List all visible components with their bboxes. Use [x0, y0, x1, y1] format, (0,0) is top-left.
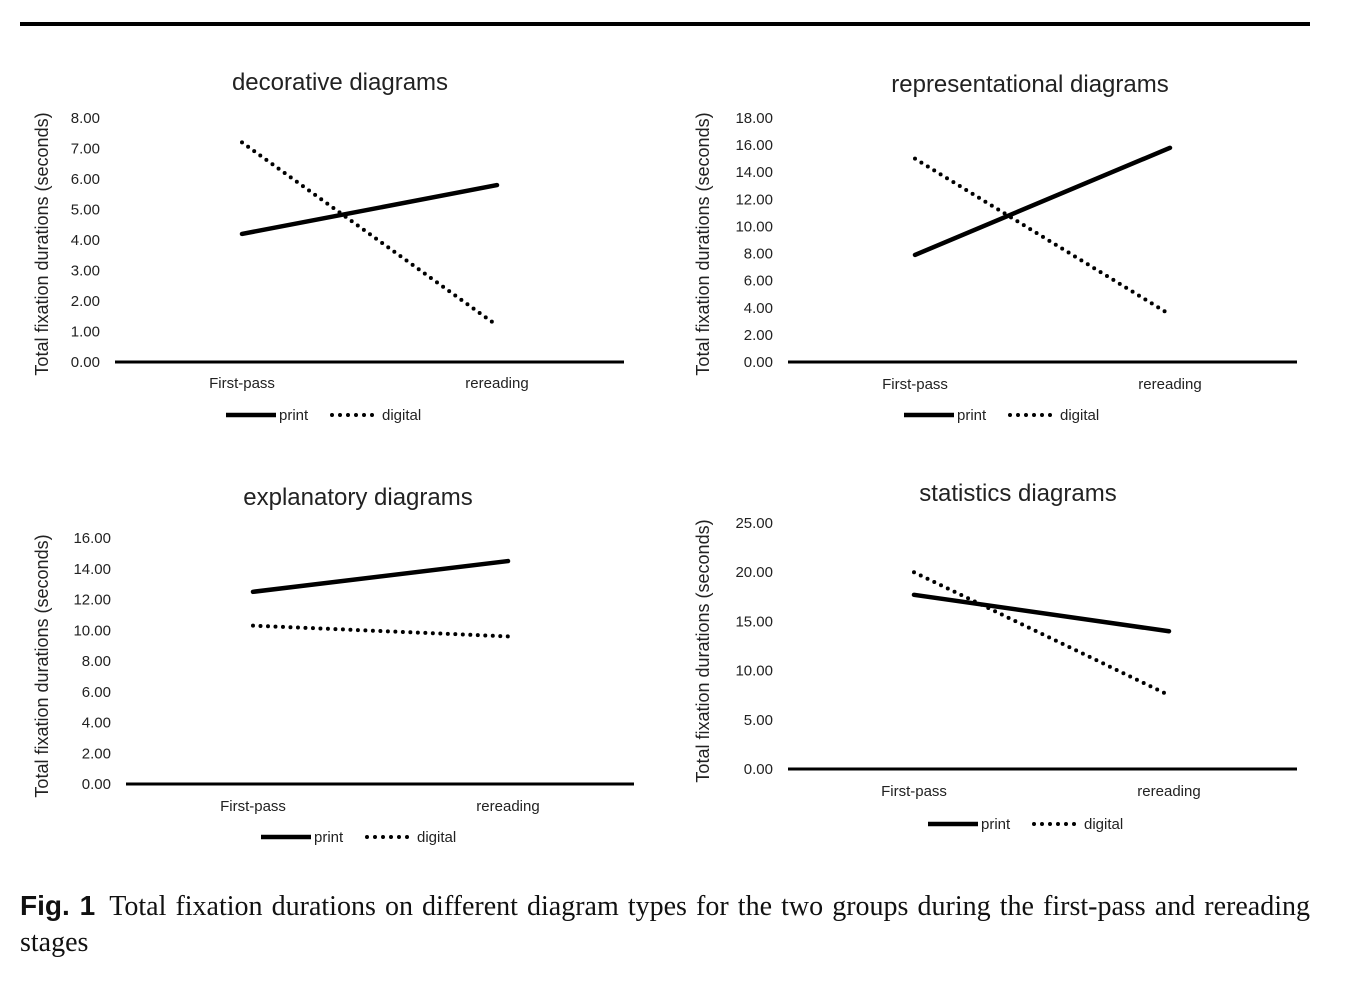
figure-caption-text: Total fixation durations on different di… [20, 891, 1310, 958]
chart-4-legend-digital-label: digital [1084, 816, 1123, 833]
chart-1-y-tick-label: 5.00 [71, 202, 100, 219]
chart-1-y-tick-label: 3.00 [71, 263, 100, 280]
chart-1-legend-print-label: print [279, 407, 309, 424]
chart-1-x-tick-label: First-pass [209, 375, 275, 392]
chart-3-legend-digital-label: digital [417, 829, 456, 846]
chart-4-x-tick-label: rereading [1137, 783, 1200, 800]
chart-2-series-print-line [912, 145, 1173, 258]
chart-3-y-tick-label: 12.00 [73, 592, 111, 609]
figure-label: Fig. 1 [20, 890, 96, 921]
chart-2-x-tick-label: rereading [1138, 376, 1201, 393]
chart-4-title: statistics diagrams [919, 480, 1116, 507]
chart-4-x-tick-label: First-pass [881, 783, 947, 800]
chart-2-y-tick-label: 8.00 [744, 246, 773, 263]
chart-2-y-tick-label: 4.00 [744, 300, 773, 317]
chart-2-legend-digital-label: digital [1060, 407, 1099, 424]
chart-1-x-tick-label: rereading [465, 375, 528, 392]
chart-3-title: explanatory diagrams [243, 484, 472, 511]
top-rule [20, 22, 1310, 26]
chart-2-y-tick-label: 0.00 [744, 354, 773, 371]
chart-1-title: decorative diagrams [232, 69, 448, 96]
chart-4-y-tick-label: 25.00 [735, 515, 773, 532]
chart-2-legend-print-label: print [957, 407, 987, 424]
chart-3-y-axis-label: Total fixation durations (seconds) [32, 534, 52, 797]
chart-4-series-print-line [911, 592, 1172, 634]
chart-3-y-tick-label: 2.00 [82, 745, 111, 762]
chart-3-y-tick-label: 4.00 [82, 715, 111, 732]
chart-3-y-tick-label: 10.00 [73, 622, 111, 639]
chart-3-y-tick-label: 6.00 [82, 684, 111, 701]
chart-4-legend-print-label: print [981, 816, 1011, 833]
figure-caption: Fig. 1 Total fixation durations on differ… [20, 888, 1310, 961]
chart-3-y-tick-label: 8.00 [82, 653, 111, 670]
chart-3-series-print-line [250, 558, 511, 595]
chart-3-y-tick-label: 0.00 [82, 776, 111, 793]
chart-1-y-tick-label: 7.00 [71, 141, 100, 158]
chart-2-y-tick-label: 12.00 [735, 191, 773, 208]
chart-2-y-tick-label: 14.00 [735, 164, 773, 181]
chart-4-y-tick-label: 20.00 [735, 564, 773, 581]
chart-4-y-tick-label: 0.00 [744, 761, 773, 778]
chart-3-y-tick-label: 14.00 [73, 561, 111, 578]
chart-2-y-tick-label: 2.00 [744, 327, 773, 344]
chart-2-y-tick-label: 18.00 [735, 110, 773, 127]
chart-1-y-axis-label: Total fixation durations (seconds) [32, 112, 52, 375]
chart-3-y-tick-label: 16.00 [73, 530, 111, 547]
chart-2-y-tick-label: 16.00 [735, 137, 773, 154]
chart-3-series-digital-line [251, 623, 510, 639]
chart-1-legend-digital-label: digital [382, 407, 421, 424]
chart-1-y-tick-label: 8.00 [71, 110, 100, 127]
chart-3-x-tick-label: First-pass [220, 798, 286, 815]
chart-4-y-tick-label: 10.00 [735, 663, 773, 680]
chart-1-y-tick-label: 6.00 [71, 171, 100, 188]
chart-3-legend-print-label: print [314, 829, 344, 846]
chart-1-y-tick-label: 0.00 [71, 354, 100, 371]
chart-3-x-tick-label: rereading [476, 798, 539, 815]
chart-2-y-tick-label: 10.00 [735, 218, 773, 235]
chart-4-series-digital-line [912, 570, 1171, 698]
chart-1-y-tick-label: 2.00 [71, 293, 100, 310]
chart-2-y-axis-label: Total fixation durations (seconds) [693, 112, 713, 375]
chart-1-y-tick-label: 4.00 [71, 232, 100, 249]
chart-2-x-tick-label: First-pass [882, 376, 948, 393]
chart-4-y-tick-label: 15.00 [735, 613, 773, 630]
chart-2-y-tick-label: 6.00 [744, 273, 773, 290]
chart-2-title: representational diagrams [891, 71, 1169, 98]
chart-1-series-digital-line [240, 140, 499, 328]
chart-4-y-axis-label: Total fixation durations (seconds) [693, 519, 713, 782]
chart-4-y-tick-label: 5.00 [744, 712, 773, 729]
chart-1-y-tick-label: 1.00 [71, 324, 100, 341]
chart-2-series-digital-line [913, 156, 1172, 317]
chart-1-series-print-line [239, 182, 500, 237]
